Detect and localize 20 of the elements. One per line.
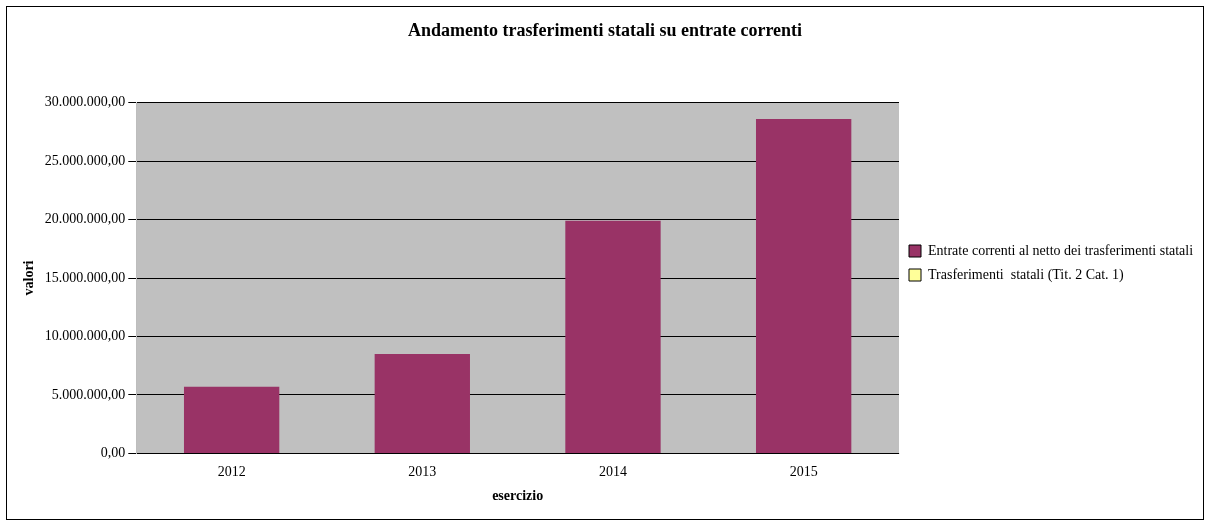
- bar: [565, 220, 661, 453]
- x-tick-label: 2015: [789, 464, 818, 480]
- y-tick-label: 10.000.000,00: [44, 328, 126, 344]
- y-tick-label: 30.000.000,00: [44, 94, 126, 110]
- x-tick-label: 2012: [217, 464, 246, 480]
- bar: [374, 354, 470, 453]
- x-axis-title: esercizio: [492, 488, 544, 504]
- y-tick-label: 20.000.000,00: [44, 211, 126, 227]
- y-tick-label: 25.000.000,00: [44, 152, 126, 168]
- y-tick-label: 0,00: [100, 445, 126, 461]
- x-tick-label: 2013: [408, 464, 437, 480]
- y-tick-label: 15.000.000,00: [44, 269, 126, 285]
- bar: [755, 118, 852, 453]
- legend-label: Entrate correnti al netto dei trasferimenti statali: [928, 242, 1194, 258]
- y-axis-title: valori: [21, 260, 37, 296]
- x-tick-label: 2014: [598, 464, 627, 480]
- legend-label: Trasferimenti statali (Tit. 2 Cat. 1): [928, 266, 1125, 283]
- y-tick-label: 5.000.000,00: [51, 386, 126, 402]
- bar: [183, 386, 280, 453]
- chart-title: Andamento trasferimenti statali su entrate correnti: [407, 20, 803, 41]
